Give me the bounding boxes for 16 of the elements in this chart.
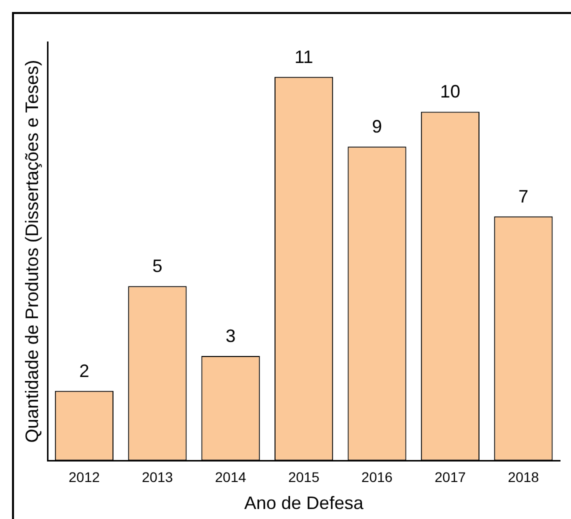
data-label: 5 <box>152 256 162 276</box>
x-tick-label: 2017 <box>434 468 466 485</box>
x-tick-label: 2015 <box>288 468 320 485</box>
x-tick-label: 2018 <box>508 468 540 485</box>
data-label: 9 <box>372 116 382 137</box>
x-tick-label: 2016 <box>361 468 393 485</box>
x-tick-label: 2012 <box>68 468 100 485</box>
data-label: 3 <box>226 326 236 346</box>
x-tick-label: 2013 <box>142 468 174 485</box>
y-axis-title: Quantidade de Produtos (Dissertações e Teses) <box>22 60 42 443</box>
data-label: 7 <box>518 186 528 206</box>
x-axis-title: Ano de Defesa <box>244 493 364 514</box>
data-label: 11 <box>294 46 314 67</box>
data-label: 2 <box>79 360 90 381</box>
x-tick-label: 2014 <box>215 468 246 485</box>
data-label: 10 <box>440 82 460 102</box>
